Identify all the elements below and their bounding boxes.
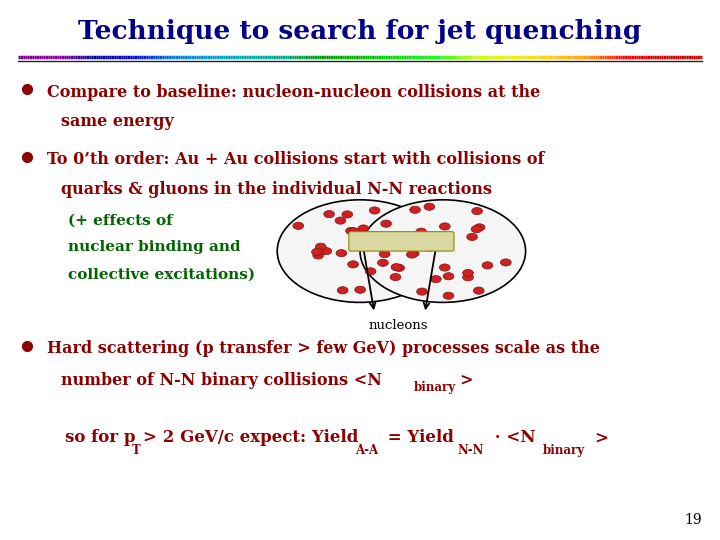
Text: N-N: N-N — [458, 444, 485, 457]
Ellipse shape — [463, 274, 474, 281]
Ellipse shape — [377, 259, 388, 266]
Ellipse shape — [348, 261, 359, 268]
Ellipse shape — [336, 249, 347, 256]
Text: > 2 GeV/c expect: Yield: > 2 GeV/c expect: Yield — [143, 429, 358, 446]
Ellipse shape — [472, 207, 482, 214]
Ellipse shape — [293, 222, 304, 230]
Text: · <N: · <N — [489, 429, 536, 446]
Text: (+ effects of: (+ effects of — [68, 213, 173, 227]
Ellipse shape — [335, 217, 346, 224]
Ellipse shape — [474, 224, 485, 231]
Ellipse shape — [431, 275, 441, 283]
Text: nuclear binding and: nuclear binding and — [68, 240, 241, 254]
Ellipse shape — [424, 244, 435, 251]
Ellipse shape — [324, 211, 335, 218]
Ellipse shape — [355, 286, 366, 293]
Ellipse shape — [337, 287, 348, 294]
Ellipse shape — [467, 233, 477, 240]
Ellipse shape — [277, 200, 443, 302]
Text: = Yield: = Yield — [382, 429, 454, 446]
Text: T: T — [132, 444, 140, 457]
Text: Hard scattering (p transfer > few GeV) processes scale as the: Hard scattering (p transfer > few GeV) p… — [47, 340, 600, 357]
Text: Technique to search for jet quenching: Technique to search for jet quenching — [78, 19, 642, 44]
Ellipse shape — [369, 207, 380, 214]
Ellipse shape — [471, 226, 482, 233]
Ellipse shape — [443, 273, 454, 280]
Ellipse shape — [394, 264, 405, 272]
FancyBboxPatch shape — [348, 232, 454, 251]
Ellipse shape — [415, 228, 426, 235]
Ellipse shape — [417, 288, 428, 295]
Ellipse shape — [358, 225, 369, 232]
Text: nucleons: nucleons — [368, 319, 428, 332]
Text: binary: binary — [543, 444, 585, 457]
Ellipse shape — [346, 227, 356, 234]
Ellipse shape — [391, 264, 402, 271]
Text: number of N-N binary collisions <N: number of N-N binary collisions <N — [61, 372, 382, 388]
Text: same energy: same energy — [61, 113, 174, 130]
Ellipse shape — [439, 223, 450, 230]
Ellipse shape — [365, 268, 376, 275]
Ellipse shape — [312, 248, 323, 255]
Text: 19: 19 — [685, 512, 702, 526]
Ellipse shape — [360, 200, 526, 302]
Text: >: > — [595, 429, 608, 446]
Ellipse shape — [408, 250, 419, 257]
Ellipse shape — [342, 211, 353, 218]
Ellipse shape — [463, 269, 473, 276]
Text: so for p: so for p — [65, 429, 135, 446]
Ellipse shape — [482, 262, 493, 269]
Ellipse shape — [473, 287, 484, 294]
Ellipse shape — [407, 251, 418, 258]
Text: A-A: A-A — [355, 444, 378, 457]
Text: >: > — [459, 372, 473, 388]
Text: binary: binary — [414, 381, 456, 394]
Text: Compare to baseline: nucleon-nucleon collisions at the: Compare to baseline: nucleon-nucleon col… — [47, 84, 540, 100]
Ellipse shape — [321, 247, 332, 255]
Ellipse shape — [390, 273, 401, 281]
Ellipse shape — [381, 220, 392, 227]
Ellipse shape — [379, 251, 390, 258]
Ellipse shape — [410, 206, 420, 213]
Ellipse shape — [313, 252, 323, 259]
Text: collective excitations): collective excitations) — [68, 267, 256, 281]
Ellipse shape — [439, 264, 450, 271]
Ellipse shape — [500, 259, 511, 266]
Text: To 0’th order: Au + Au collisions start with collisions of: To 0’th order: Au + Au collisions start … — [47, 151, 544, 168]
Ellipse shape — [424, 203, 435, 210]
Ellipse shape — [315, 243, 326, 251]
Text: quarks & gluons in the individual N-N reactions: quarks & gluons in the individual N-N re… — [61, 181, 492, 198]
Ellipse shape — [348, 228, 359, 235]
Ellipse shape — [443, 292, 454, 299]
